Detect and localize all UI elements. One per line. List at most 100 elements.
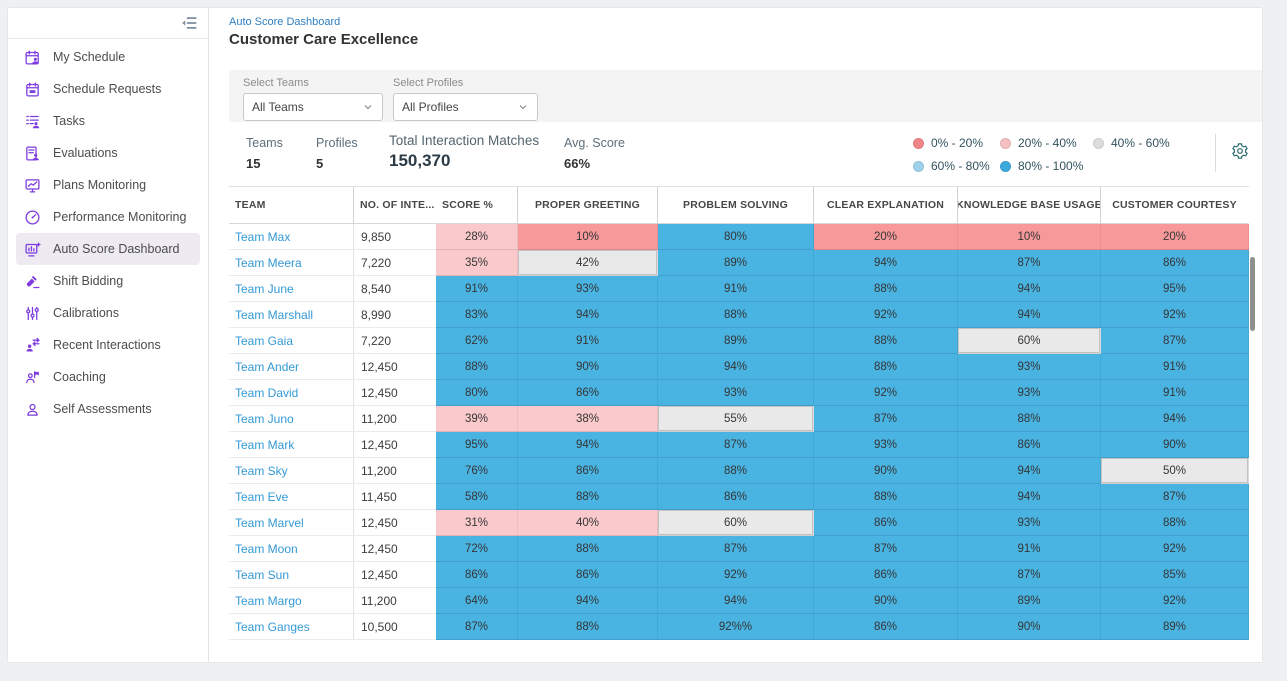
- vertical-scrollbar[interactable]: [1250, 257, 1255, 331]
- sidebar-item-plans-monitoring[interactable]: Plans Monitoring: [16, 169, 200, 201]
- score-cell: 87%: [814, 536, 958, 562]
- team-link[interactable]: Team Sun: [235, 567, 290, 582]
- sidebar-item-self-assessments[interactable]: Self Assessments: [16, 393, 200, 425]
- chevron-down-icon: [362, 101, 374, 113]
- breadcrumb[interactable]: Auto Score Dashboard: [229, 16, 341, 28]
- main-content: Auto Score Dashboard Customer Care Excel…: [209, 8, 1262, 662]
- stat-value: 5: [316, 156, 324, 171]
- score-cell: 93%: [518, 276, 658, 302]
- team-cell: Team Eve: [229, 484, 354, 510]
- score-cell: 88%: [814, 484, 958, 510]
- team-link[interactable]: Team Marshall: [235, 307, 314, 322]
- score-cell: 80%: [436, 380, 518, 406]
- team-link[interactable]: Team Meera: [235, 255, 302, 270]
- sidebar-item-schedule-requests[interactable]: Schedule Requests: [16, 73, 200, 105]
- score-cell: 86%: [436, 562, 518, 588]
- team-cell: Team Gaia: [229, 328, 354, 354]
- score-cell: 87%: [436, 614, 518, 640]
- collapse-menu-icon[interactable]: [178, 12, 200, 34]
- stat-avg-score: Avg. Score 66%: [564, 136, 625, 171]
- score-cell: 90%: [814, 588, 958, 614]
- sidebar-item-tasks[interactable]: Tasks: [16, 105, 200, 137]
- legend-item-60-80[interactable]: 60% - 80%: [913, 159, 1000, 173]
- score-cell: 91%: [958, 536, 1101, 562]
- legend-item-20-40[interactable]: 20% - 40%: [1000, 136, 1093, 150]
- score-cell: 88%: [436, 354, 518, 380]
- score-cell: 94%: [958, 484, 1101, 510]
- column-header-no-of-inte[interactable]: NO. OF INTE...: [354, 187, 436, 224]
- column-header-team[interactable]: TEAM: [229, 187, 354, 224]
- sidebar-item-evaluations[interactable]: Evaluations: [16, 137, 200, 169]
- score-cell: 88%: [658, 458, 814, 484]
- gear-icon[interactable]: [1231, 142, 1249, 160]
- team-link[interactable]: Team Max: [235, 229, 291, 244]
- team-link[interactable]: Team Gaia: [235, 333, 294, 348]
- score-cell: 50%: [1101, 458, 1249, 484]
- team-link[interactable]: Team Margo: [235, 593, 302, 608]
- schedule-requests-icon: [24, 81, 41, 98]
- score-table: TEAM NO. OF INTE... SCORE % PROPER GREETING…: [229, 186, 1249, 640]
- score-cell: 87%: [658, 432, 814, 458]
- sidebar: My Schedule Schedule Requests Tasks Evaluat…: [8, 8, 209, 662]
- team-link[interactable]: Team Juno: [235, 411, 294, 426]
- score-cell: 92%: [1101, 302, 1249, 328]
- score-cell: 87%: [1101, 328, 1249, 354]
- score-cell: 38%: [518, 406, 658, 432]
- sidebar-item-label: Coaching: [53, 370, 106, 384]
- select-teams-label: Select Teams: [243, 77, 309, 89]
- sidebar-item-calibrations[interactable]: Calibrations: [16, 297, 200, 329]
- column-header-clear-explanation[interactable]: CLEAR EXPLANATION: [814, 187, 958, 224]
- divider: [1215, 134, 1216, 172]
- score-cell: 10%: [518, 224, 658, 250]
- team-link[interactable]: Team Mark: [235, 437, 295, 452]
- team-link[interactable]: Team Ander: [235, 359, 300, 374]
- legend-item-40-60[interactable]: 40% - 60%: [1093, 136, 1193, 150]
- score-cell: 90%: [1101, 432, 1249, 458]
- sidebar-item-label: Schedule Requests: [53, 82, 162, 96]
- team-link[interactable]: Team June: [235, 281, 294, 296]
- chevron-down-icon: [517, 101, 529, 113]
- team-cell: Team Meera: [229, 250, 354, 276]
- column-header-score[interactable]: SCORE %: [436, 187, 518, 224]
- team-cell: Team David: [229, 380, 354, 406]
- column-header-proper-greeting[interactable]: PROPER GREETING: [518, 187, 658, 224]
- score-cell: 87%: [814, 406, 958, 432]
- legend-item-80-100[interactable]: 80% - 100%: [1000, 159, 1093, 173]
- sidebar-item-label: Shift Bidding: [53, 274, 124, 288]
- score-cell: 76%: [436, 458, 518, 484]
- team-link[interactable]: Team Ganges: [235, 619, 310, 634]
- filter-bar: Select Teams All Teams Select Profiles A…: [229, 70, 1262, 122]
- teams-select[interactable]: All Teams: [243, 93, 383, 121]
- team-link[interactable]: Team Eve: [235, 489, 289, 504]
- sidebar-item-recent-interactions[interactable]: Recent Interactions: [16, 329, 200, 361]
- column-header-customer-courtesy[interactable]: CUSTOMER COURTESY: [1101, 187, 1249, 224]
- team-link[interactable]: Team David: [235, 385, 299, 400]
- score-cell: 88%: [518, 484, 658, 510]
- interactions-cell: 7,220: [354, 250, 436, 276]
- column-header-knowledge-base-usage[interactable]: KNOWLEDGE BASE USAGE: [958, 187, 1101, 224]
- page-title: Customer Care Excellence: [229, 31, 419, 48]
- sidebar-item-shift-bidding[interactable]: Shift Bidding: [16, 265, 200, 297]
- team-link[interactable]: Team Moon: [235, 541, 298, 556]
- team-link[interactable]: Team Sky: [235, 463, 288, 478]
- sidebar-item-performance-monitoring[interactable]: Performance Monitoring: [16, 201, 200, 233]
- sidebar-item-auto-score-dashboard[interactable]: Auto Score Dashboard: [16, 233, 200, 265]
- score-cell: 58%: [436, 484, 518, 510]
- team-cell: Team Marvel: [229, 510, 354, 536]
- score-cell: 93%: [958, 380, 1101, 406]
- sidebar-header: [8, 8, 208, 39]
- coaching-icon: [24, 369, 41, 386]
- sidebar-item-coaching[interactable]: Coaching: [16, 361, 200, 393]
- column-header-problem-solving[interactable]: PROBLEM SOLVING: [658, 187, 814, 224]
- score-cell: 28%: [436, 224, 518, 250]
- score-cell: 93%: [958, 354, 1101, 380]
- profiles-select[interactable]: All Profiles: [393, 93, 538, 121]
- score-cell: 86%: [658, 484, 814, 510]
- team-cell: Team Marshall: [229, 302, 354, 328]
- sidebar-item-my-schedule[interactable]: My Schedule: [16, 41, 200, 73]
- team-link[interactable]: Team Marvel: [235, 515, 304, 530]
- score-cell: 91%: [658, 276, 814, 302]
- team-cell: Team Ander: [229, 354, 354, 380]
- legend-item-0-20[interactable]: 0% - 20%: [913, 136, 1000, 150]
- score-cell: 94%: [1101, 406, 1249, 432]
